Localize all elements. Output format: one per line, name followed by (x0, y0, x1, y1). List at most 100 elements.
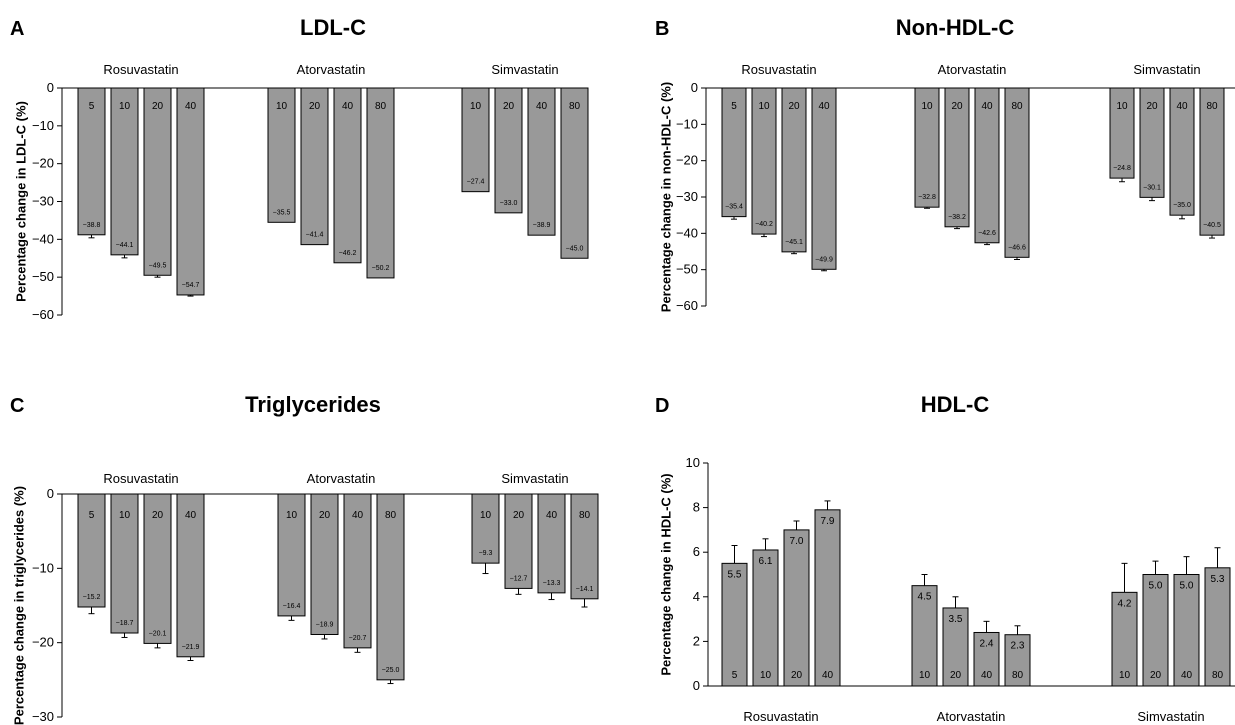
dose-label: 20 (950, 670, 962, 681)
dose-label: 10 (119, 101, 131, 112)
dose-label: 10 (119, 510, 131, 521)
value-label: −35.0 (1173, 202, 1191, 209)
bar (570, 493, 599, 600)
bar (471, 493, 500, 564)
y-tick-label: −40 (676, 225, 698, 240)
value-label: −38.8 (83, 222, 101, 229)
dose-label: 40 (352, 510, 364, 521)
bar (300, 87, 329, 246)
bar (310, 493, 339, 635)
value-label: 2.3 (1011, 641, 1025, 652)
dose-label: 20 (309, 101, 321, 112)
value-label: −32.8 (918, 194, 936, 201)
dose-label: 40 (342, 101, 354, 112)
dose-label: 40 (981, 101, 993, 112)
value-label: −24.8 (1113, 165, 1131, 172)
value-label: −54.7 (182, 282, 200, 289)
dose-label: 20 (788, 101, 800, 112)
y-tick-label: 0 (691, 80, 698, 95)
value-label: 6.1 (759, 556, 773, 567)
bar (494, 87, 523, 214)
bar (1173, 574, 1200, 687)
y-tick-label: −20 (676, 153, 698, 168)
dose-label: 10 (470, 101, 482, 112)
group-label: Simvastatin (491, 62, 558, 77)
bar (811, 87, 837, 270)
bar (1199, 87, 1225, 236)
value-label: −44.1 (116, 242, 134, 249)
bar (1204, 567, 1231, 687)
value-label: 4.2 (1118, 598, 1132, 609)
value-label: −25.0 (382, 667, 400, 674)
y-tick-label: 2 (693, 633, 700, 648)
bar (333, 87, 362, 264)
panel-letter: B (655, 18, 669, 40)
value-label: −40.5 (1203, 222, 1221, 229)
bar (914, 87, 940, 208)
value-label: −14.1 (576, 586, 594, 593)
dose-label: 20 (152, 510, 164, 521)
group-label: Atorvastatin (307, 471, 376, 486)
y-tick-label: −30 (32, 194, 54, 209)
value-label: −18.7 (116, 620, 134, 627)
dose-label: 40 (546, 510, 558, 521)
bar (781, 87, 807, 253)
value-label: −50.2 (372, 265, 390, 272)
value-label: 5.3 (1211, 574, 1225, 585)
value-label: −46.2 (339, 250, 357, 257)
dose-label: 40 (536, 101, 548, 112)
bar (143, 87, 172, 276)
value-label: −46.6 (1008, 244, 1026, 251)
bar (814, 509, 841, 687)
dose-label: 80 (1206, 101, 1218, 112)
group-label: Rosuvastatin (103, 471, 178, 486)
y-tick-label: −50 (676, 262, 698, 277)
group-label: Atorvastatin (297, 62, 366, 77)
group-label: Atorvastatin (938, 62, 1007, 77)
panel-letter: C (10, 395, 24, 417)
y-tick-label: −10 (32, 118, 54, 133)
value-label: −45.1 (785, 239, 803, 246)
chart-title: Non-HDL-C (896, 15, 1015, 40)
value-label: 5.5 (728, 569, 742, 580)
dose-label: 10 (1116, 101, 1128, 112)
value-label: 3.5 (949, 614, 963, 625)
value-label: 4.5 (918, 592, 932, 603)
dose-label: 40 (981, 670, 993, 681)
dose-label: 20 (513, 510, 525, 521)
dose-label: 80 (1011, 101, 1023, 112)
bar (176, 493, 205, 658)
value-label: 5.0 (1180, 581, 1194, 592)
y-tick-label: −10 (676, 116, 698, 131)
y-axis-label: Percentage change in LDL-C (%) (13, 101, 28, 302)
y-tick-label: 0 (47, 486, 54, 501)
value-label: −49.5 (149, 262, 167, 269)
value-label: −35.5 (273, 209, 291, 216)
bar (973, 631, 1000, 687)
bar (783, 529, 810, 687)
dose-label: 40 (185, 101, 197, 112)
y-axis-label: Percentage change in non-HDL-C (%) (658, 82, 673, 312)
bar (504, 493, 533, 589)
dose-label: 5 (89, 510, 95, 521)
bar (77, 493, 106, 608)
bar (1169, 87, 1195, 216)
dose-label: 10 (480, 510, 492, 521)
y-tick-label: −10 (32, 560, 54, 575)
group-label: Simvastatin (1137, 709, 1204, 724)
chart-title: Triglycerides (245, 392, 381, 417)
dose-label: 80 (1012, 670, 1024, 681)
group-label: Simvastatin (1133, 62, 1200, 77)
value-label: −20.7 (349, 635, 367, 642)
dose-label: 80 (579, 510, 591, 521)
value-label: 2.4 (980, 638, 994, 649)
y-tick-label: −60 (32, 307, 54, 322)
bar (974, 87, 1000, 244)
y-axis-label: Percentage change in HDL-C (%) (658, 473, 673, 675)
y-axis-label: Percentage change in triglycerides (%) (11, 486, 26, 725)
y-tick-label: 0 (693, 678, 700, 693)
y-tick-label: 6 (693, 544, 700, 559)
bar (1004, 634, 1031, 687)
group-label: Atorvastatin (937, 709, 1006, 724)
value-label: −13.3 (543, 580, 561, 587)
